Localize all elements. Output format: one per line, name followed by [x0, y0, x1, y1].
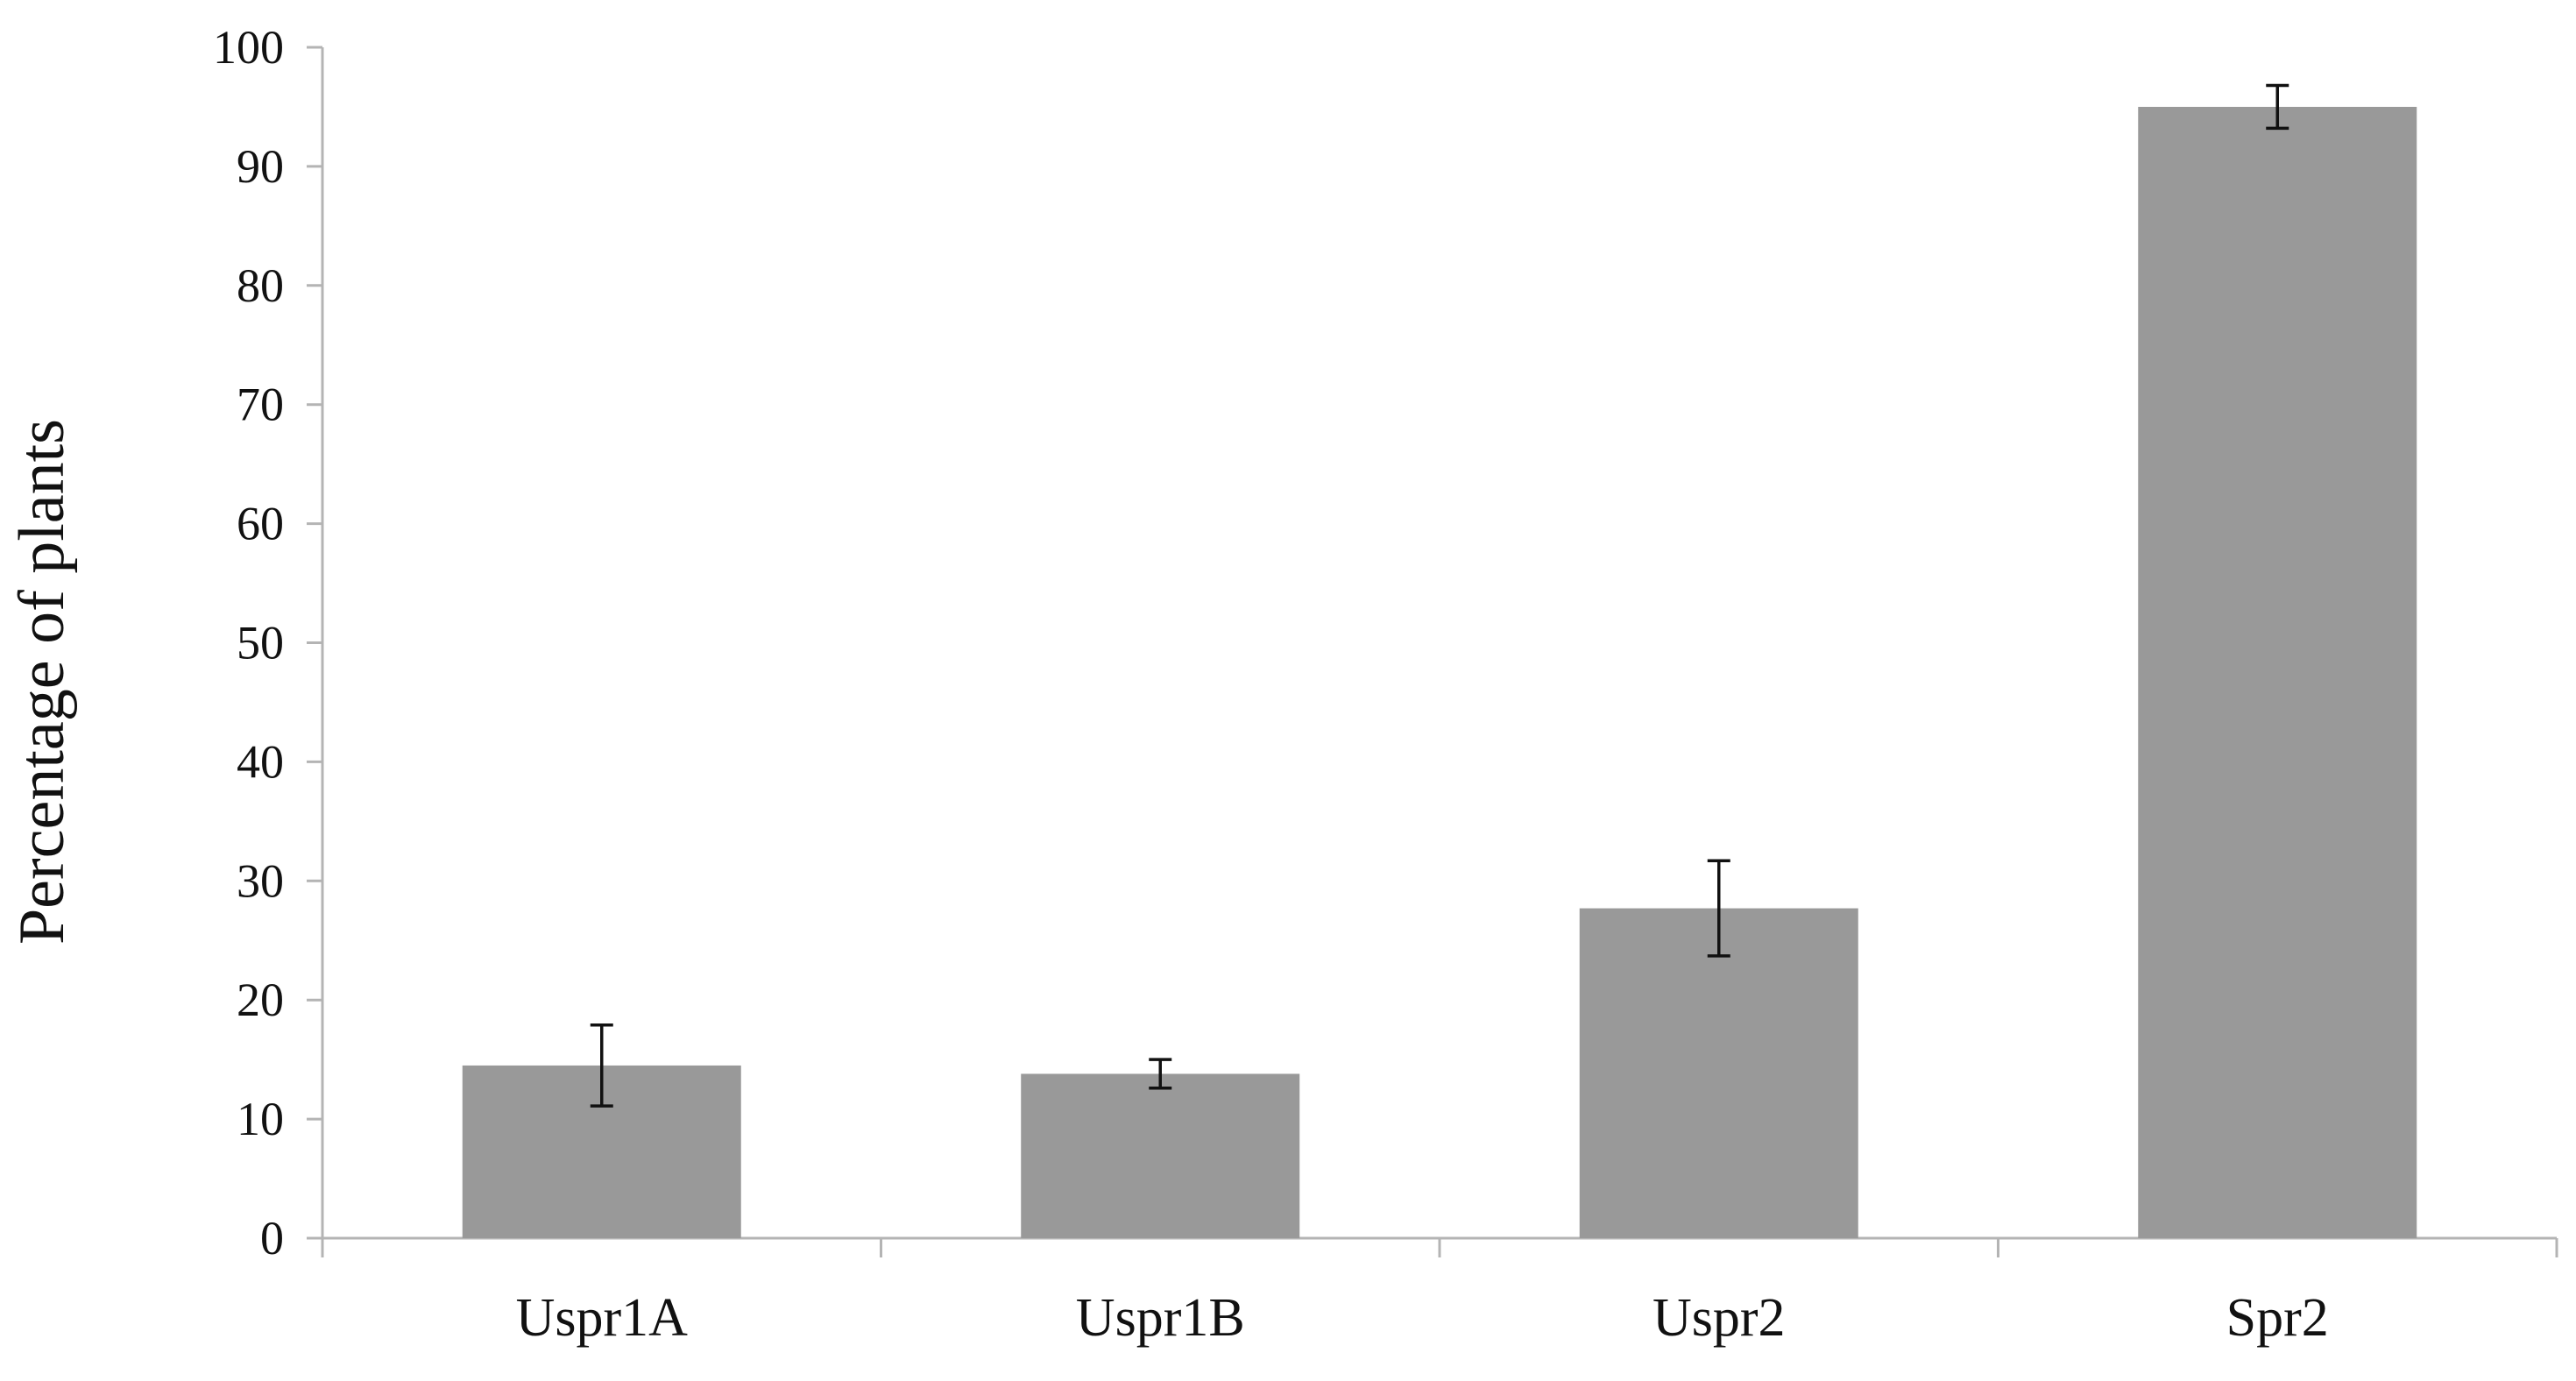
- x-tick-label: Uspr1B: [1076, 1288, 1245, 1348]
- y-tick-label: 70: [237, 379, 284, 431]
- y-tick-label: 100: [213, 21, 284, 74]
- y-tick-label: 60: [237, 498, 284, 550]
- x-tick-label: Uspr1A: [516, 1288, 689, 1348]
- y-tick-labels: 0 10 20 30 40 50 60 70 80 90 100: [213, 21, 284, 1264]
- error-bars: [590, 83, 2289, 1108]
- bars: [462, 106, 2417, 1239]
- error-bar-uspr2: [1707, 859, 1730, 958]
- x-tick-label: Uspr2: [1652, 1288, 1786, 1348]
- y-tick-label: 10: [237, 1093, 284, 1145]
- y-tick-label: 30: [237, 854, 284, 907]
- error-bar-spr2: [2266, 83, 2289, 131]
- error-bar-uspr1b: [1149, 1058, 1172, 1090]
- y-tick-label: 90: [237, 140, 284, 193]
- y-tick-label: 50: [237, 617, 284, 669]
- bar-uspr1b: [1021, 1073, 1300, 1238]
- bar-uspr2: [1579, 908, 1858, 1238]
- x-tick-label: Spr2: [2226, 1288, 2329, 1348]
- bar-spr2: [2138, 106, 2417, 1239]
- error-bar-uspr1a: [590, 1023, 613, 1108]
- y-tick-label: 40: [237, 735, 284, 788]
- x-tick-labels: Uspr1A Uspr1B Uspr2 Spr2: [516, 1288, 2329, 1348]
- y-tick-label: 20: [237, 974, 284, 1026]
- y-axis-label: Percentage of plants: [6, 419, 78, 945]
- y-tick-label: 0: [260, 1212, 284, 1264]
- y-tick-label: 80: [237, 259, 284, 312]
